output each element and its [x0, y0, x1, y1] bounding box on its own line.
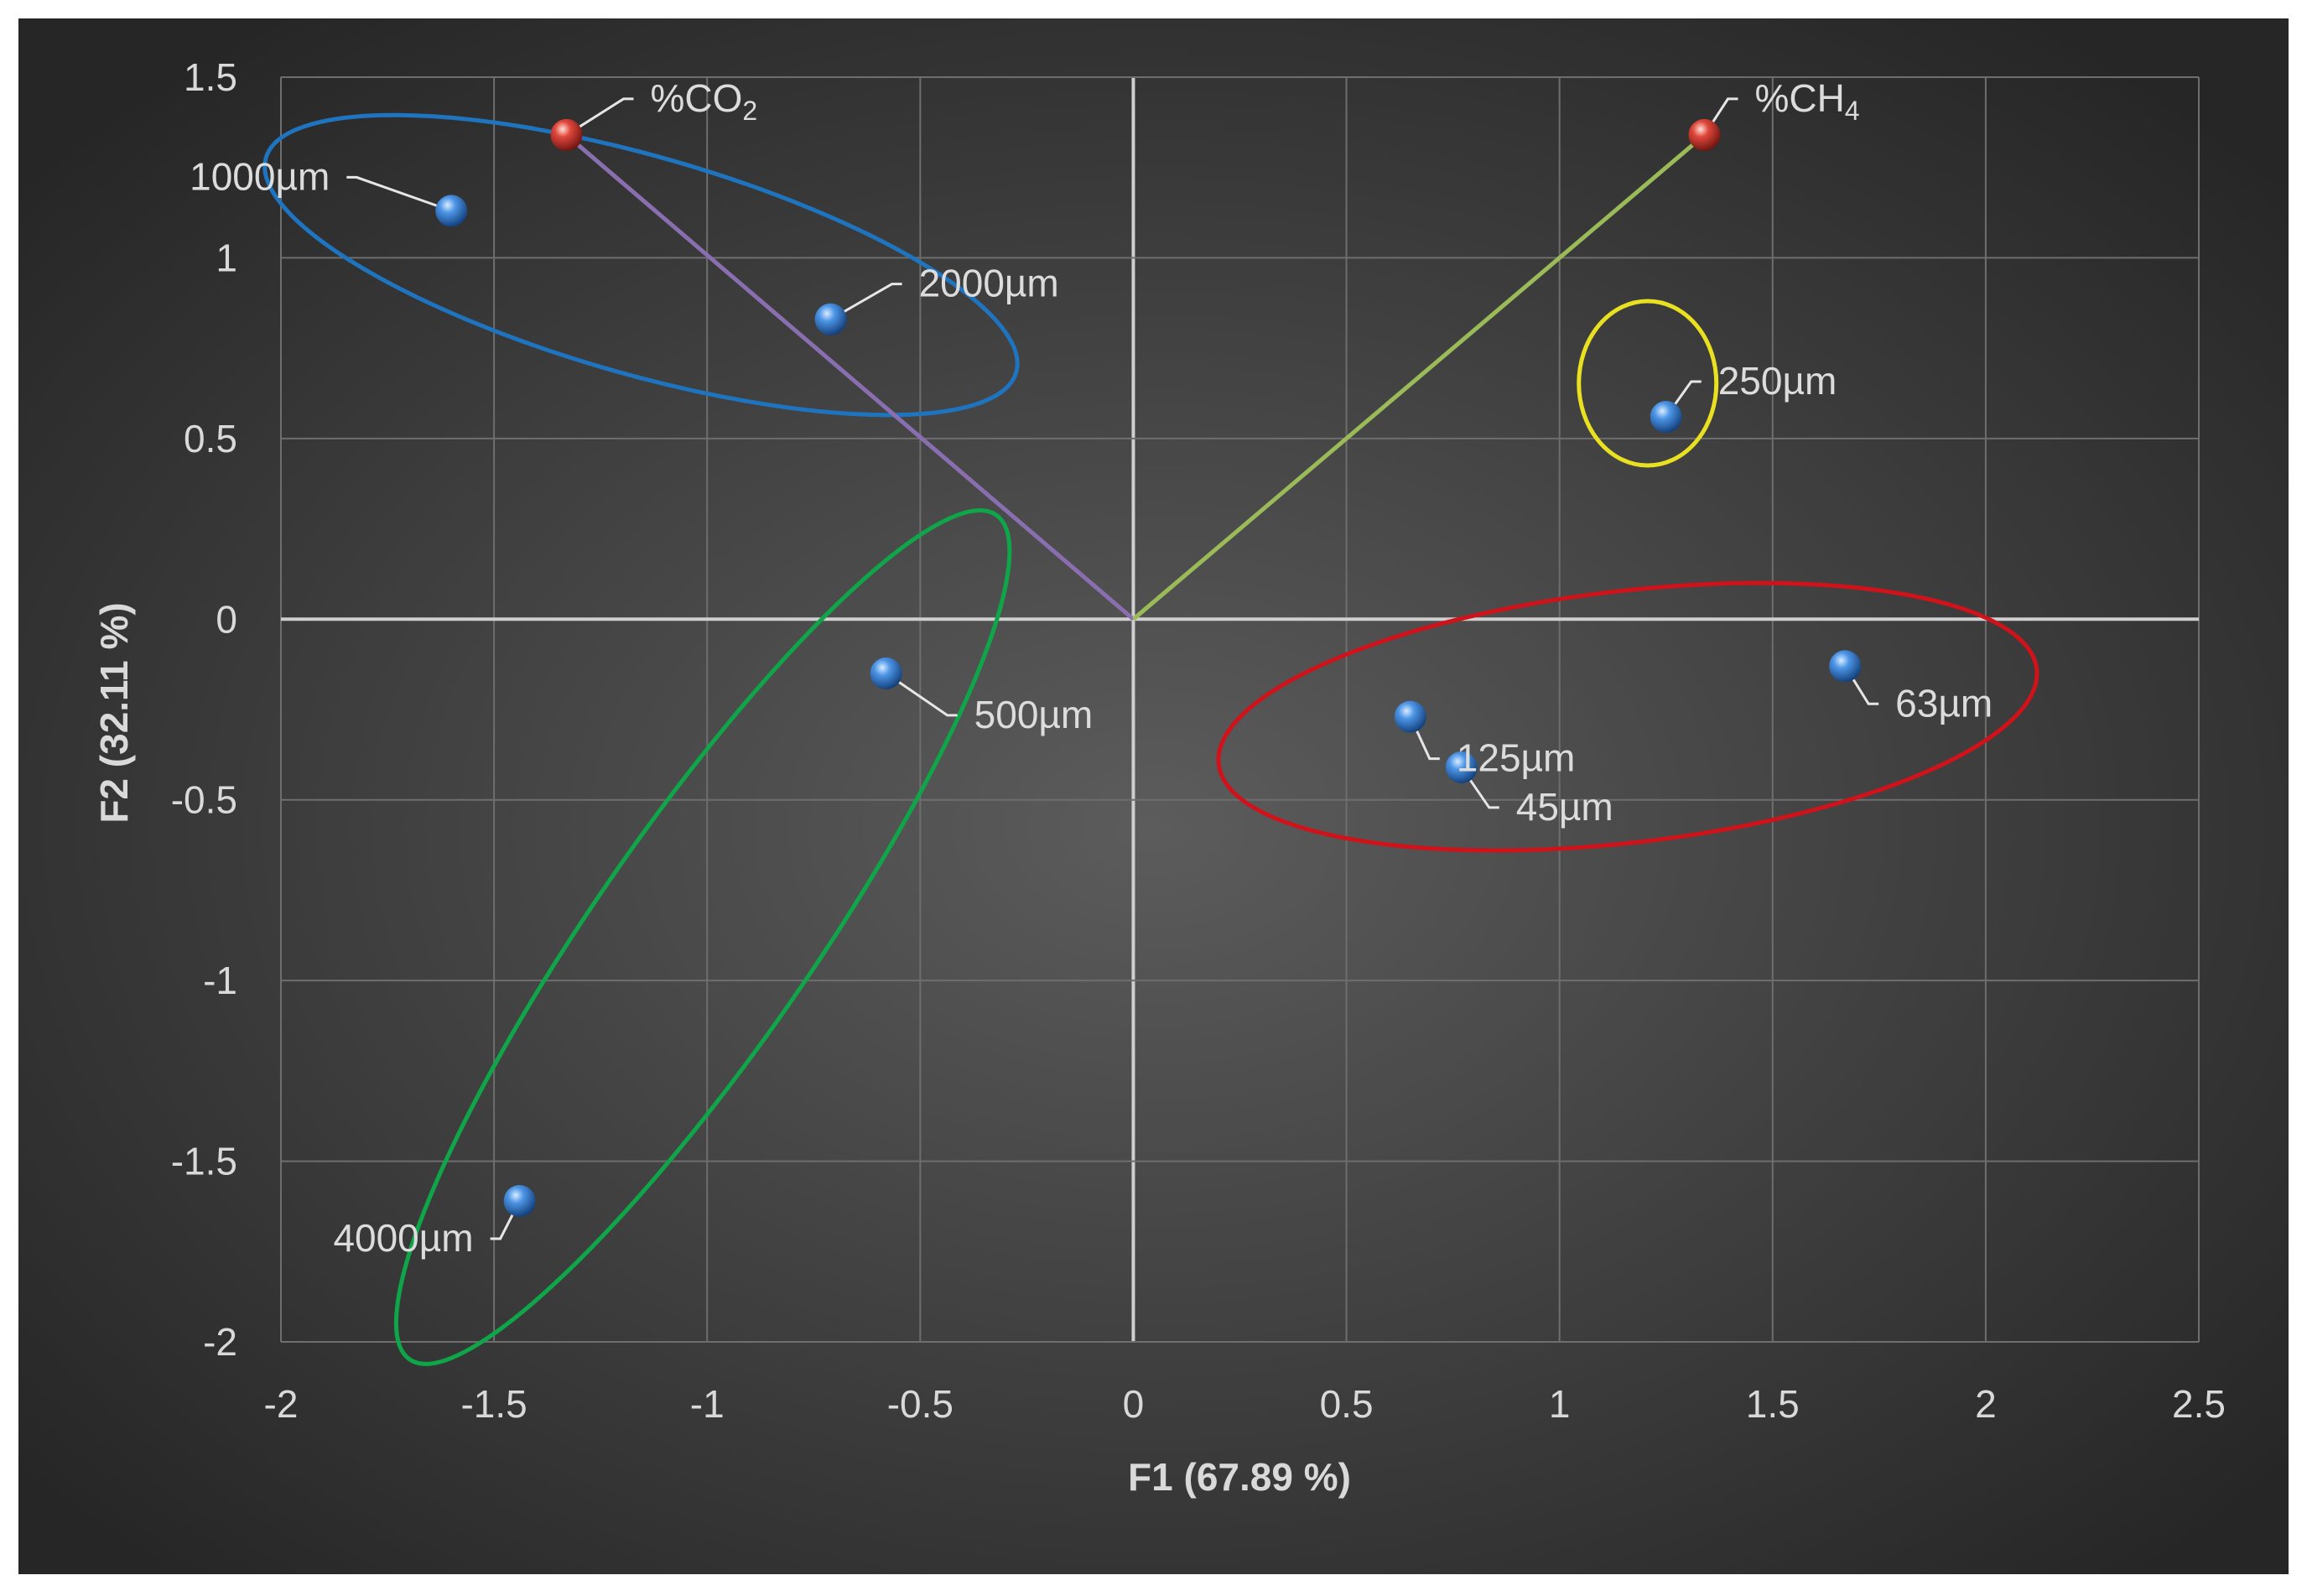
observation-point — [814, 303, 847, 335]
point-label: 250µm — [1718, 359, 1837, 403]
group-ellipse — [1577, 299, 1719, 468]
x-tick-label: -2 — [264, 1382, 299, 1426]
y-tick-label: 0.5 — [184, 417, 237, 460]
observation-point — [1650, 401, 1682, 434]
variable-vectors — [564, 133, 1707, 621]
point-label: 45µm — [1516, 785, 1613, 829]
point-label: 125µm — [1457, 736, 1576, 780]
observation-point — [503, 1184, 536, 1217]
observation-point — [1829, 650, 1862, 683]
chart-background — [18, 18, 2289, 1574]
y-tick-label: -1 — [203, 959, 237, 1002]
y-tick-label: 0 — [216, 597, 237, 641]
variable-point — [550, 118, 583, 151]
y-tick-label: -2 — [203, 1320, 237, 1364]
variable-point — [1688, 118, 1721, 151]
y-tick-label: 1 — [216, 236, 237, 279]
y-axis-label: F2 (32.11 %) — [92, 602, 136, 823]
variable-vector — [564, 133, 1135, 621]
x-axis-label: F1 (67.89 %) — [1128, 1455, 1351, 1499]
point-label: %CO2 — [651, 76, 758, 126]
x-tick-label: 0.5 — [1320, 1382, 1374, 1426]
label-leader-line — [885, 672, 958, 717]
point-label: %CH4 — [1754, 76, 1859, 126]
point-label: 500µm — [974, 693, 1094, 736]
group-ellipse — [393, 508, 1012, 1366]
y-tick-label: -1.5 — [171, 1140, 237, 1183]
point-label: 1000µm — [190, 154, 330, 198]
variable-vector — [1131, 133, 1707, 621]
observation-point — [1445, 751, 1478, 783]
group-ellipse — [262, 112, 1020, 418]
observation-point — [1394, 700, 1426, 733]
point-labels: 1000µm 2000µm 250µm 500µm 125µm 45µm 63µm 4000µ… — [190, 76, 1993, 1260]
label-leader-line — [829, 283, 902, 320]
x-tick-label: -1 — [690, 1382, 725, 1426]
data-points — [435, 118, 1862, 1217]
y-tick-label: 1.5 — [184, 55, 237, 99]
x-tick-label: -0.5 — [887, 1382, 953, 1426]
label-leader-line — [346, 175, 452, 212]
label-leader-line — [1460, 767, 1499, 809]
tick-labels: -2 -1.5 -1 -0.5 0 0.5 1 1.5 2 2.5 -2 -1.5 -1 -0.5 0 0.5… — [171, 55, 2226, 1426]
point-label-subscript: 2 — [742, 96, 757, 126]
y-tick-label: -0.5 — [171, 778, 237, 822]
x-tick-label: 0 — [1123, 1382, 1145, 1426]
point-label-subscript: 4 — [1845, 96, 1860, 126]
group-ellipse — [1216, 580, 2039, 853]
observation-point — [870, 657, 902, 689]
x-tick-label: 2 — [1975, 1382, 1997, 1426]
point-label: 2000µm — [919, 262, 1059, 305]
label-leader-line — [565, 97, 634, 137]
point-label: 4000µm — [333, 1216, 473, 1260]
observation-point — [435, 195, 468, 227]
x-tick-label: -1.5 — [460, 1382, 527, 1426]
x-tick-label: 1 — [1549, 1382, 1571, 1426]
x-tick-label: 1.5 — [1746, 1382, 1800, 1426]
group-ellipses — [262, 112, 2039, 1366]
point-label: 63µm — [1895, 681, 1993, 725]
x-tick-label: 2.5 — [2172, 1382, 2226, 1426]
